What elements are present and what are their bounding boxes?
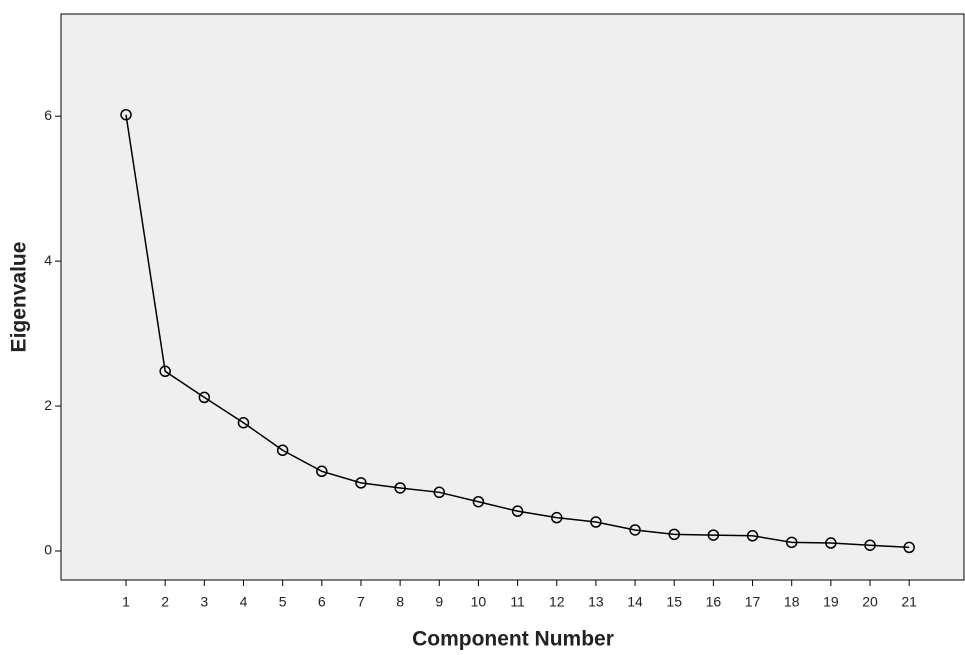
point	[159, 365, 171, 378]
x-tick-label: 16	[706, 594, 722, 610]
x-tick-label: 12	[549, 594, 565, 610]
point	[825, 537, 837, 549]
point	[864, 539, 876, 551]
x-tick-label: 11	[510, 594, 525, 610]
point	[903, 541, 915, 554]
point	[120, 108, 132, 121]
x-tick-label: 8	[396, 594, 404, 610]
x-tick-label: 19	[823, 594, 839, 610]
point	[316, 465, 328, 478]
y-axis-title: Eigenvalue	[8, 242, 31, 353]
y-tick-label: 4	[44, 252, 52, 268]
x-tick-label: 13	[588, 594, 604, 610]
x-tick-label: 6	[318, 594, 326, 610]
point	[198, 391, 211, 404]
x-tick-label: 14	[627, 594, 643, 610]
point	[237, 416, 250, 429]
point	[785, 536, 798, 549]
y-tick-label: 2	[44, 397, 52, 413]
x-tick-label: 5	[279, 594, 287, 610]
x-tick-label: 21	[901, 594, 917, 610]
point	[394, 482, 406, 494]
point	[550, 511, 563, 524]
x-tick-label: 9	[435, 594, 443, 610]
x-tick-label: 20	[862, 594, 878, 610]
x-tick-label: 7	[357, 594, 365, 610]
x-axis-title: Component Number	[412, 628, 614, 651]
point	[629, 524, 641, 536]
point	[472, 495, 485, 508]
y-tick-label: 6	[44, 107, 52, 123]
x-tick-label: 3	[200, 594, 208, 610]
point	[355, 477, 367, 489]
point	[590, 516, 602, 528]
x-tick-label: 2	[161, 594, 169, 610]
x-tick-label: 17	[745, 594, 761, 610]
x-tick-label: 1	[122, 594, 130, 610]
y-tick-label: 0	[44, 542, 52, 558]
point	[276, 444, 289, 457]
point	[511, 505, 524, 517]
line	[125, 114, 910, 549]
x-tick-label: 15	[666, 594, 682, 610]
point	[707, 529, 720, 541]
point	[746, 530, 759, 542]
point	[668, 528, 680, 541]
x-tick-label: 18	[784, 594, 800, 610]
x-tick-label: 10	[471, 594, 487, 610]
plot-area	[60, 13, 965, 581]
point	[433, 486, 446, 499]
x-tick-label: 4	[240, 594, 248, 610]
